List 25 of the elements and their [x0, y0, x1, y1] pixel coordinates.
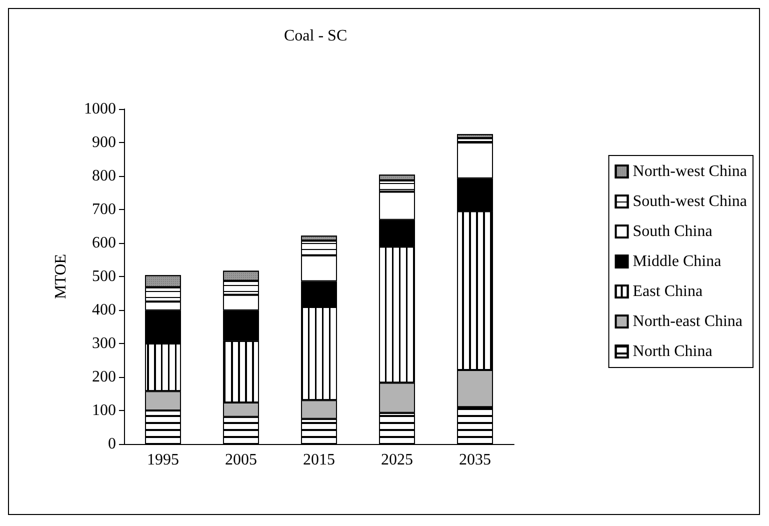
- legend-label: South China: [632, 223, 712, 240]
- legend-label: North China: [632, 343, 712, 360]
- x-tick-label: 2005: [225, 452, 257, 468]
- y-tick-label: 400: [92, 302, 116, 318]
- chart-title: Coal - SC: [284, 28, 348, 44]
- y-tick-label: 500: [92, 268, 116, 285]
- y-tick-label: 300: [92, 335, 116, 352]
- x-tick-label: 2035: [459, 452, 491, 468]
- y-tick-label: 600: [92, 234, 116, 252]
- legend-label: Middle China: [632, 253, 722, 270]
- y-tick-label: 0: [108, 436, 116, 452]
- y-tick-label: 1000: [84, 100, 116, 118]
- y-tick-label: 700: [92, 201, 116, 218]
- legend-label: East China: [632, 283, 703, 300]
- legend-label: South-west China: [632, 193, 747, 210]
- x-tick-label: 1995: [147, 452, 179, 468]
- y-tick-label: 200: [92, 368, 116, 386]
- y-axis-title: MTOE: [52, 254, 70, 300]
- legend-label: North-east China: [632, 313, 743, 330]
- legend-label: North-west China: [632, 163, 747, 180]
- y-tick-label: 900: [92, 134, 116, 151]
- y-tick-label: 100: [92, 402, 116, 419]
- x-tick-label: 2025: [381, 452, 413, 468]
- y-tick-label: 800: [92, 168, 116, 184]
- x-tick-label: 2015: [303, 452, 335, 468]
